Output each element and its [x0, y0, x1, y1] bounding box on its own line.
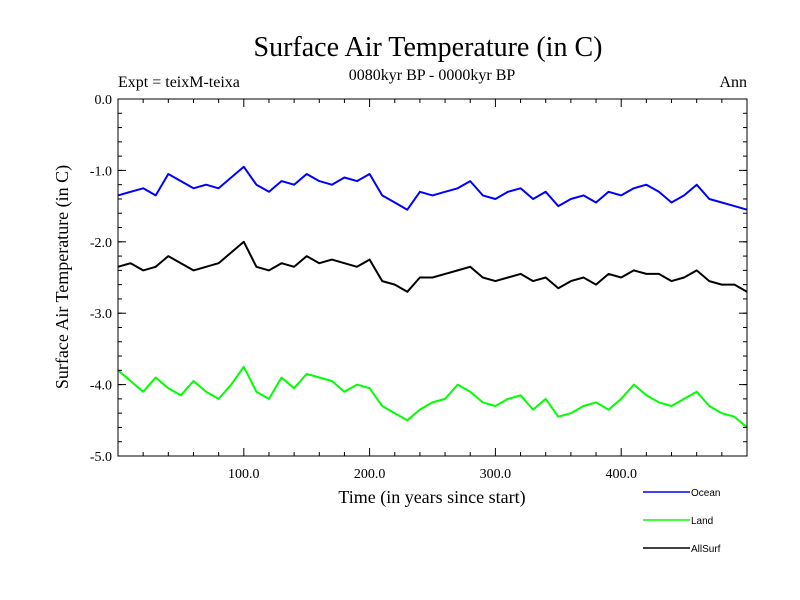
plot-frame [117, 98, 748, 457]
x-tick-label: 300.0 [480, 467, 512, 482]
x-axis-label: Time (in years since start) [338, 487, 525, 508]
legend-label-land: Land [691, 516, 713, 527]
y-tick-label: -2.0 [90, 236, 112, 251]
legend-label-ocean: Ocean [691, 488, 720, 499]
y-axis-label: Surface Air Temperature (in C) [52, 165, 73, 389]
y-tick-label: 0.0 [95, 93, 113, 108]
axis-ticks: 0.0 -1.0 -2.0 -3.0 -4.0 -5.0 100.0 200.0 300.0 40… [90, 93, 747, 482]
x-tick-label: 100.0 [228, 467, 260, 482]
experiment-label: Expt = teixM-teixa [118, 74, 240, 91]
legend: Ocean Land AllSurf [643, 488, 721, 555]
x-tick-label: 200.0 [354, 467, 386, 482]
y-tick-label: -3.0 [90, 307, 112, 322]
chart-subtitle: 0080kyr BP - 0000kyr BP [349, 67, 516, 84]
series-layer [117, 165, 748, 429]
series-line-ocean [117, 165, 748, 211]
x-tick-label: 400.0 [605, 467, 637, 482]
season-label: Ann [719, 74, 747, 91]
y-tick-label: -5.0 [90, 450, 112, 465]
chart-title: Surface Air Temperature (in C) [254, 32, 603, 63]
legend-label-allsurf: AllSurf [691, 544, 721, 555]
y-tick-label: -1.0 [90, 164, 112, 179]
y-tick-label: -4.0 [90, 379, 112, 394]
series-line-allsurf [117, 240, 748, 293]
series-line-land [117, 365, 748, 429]
